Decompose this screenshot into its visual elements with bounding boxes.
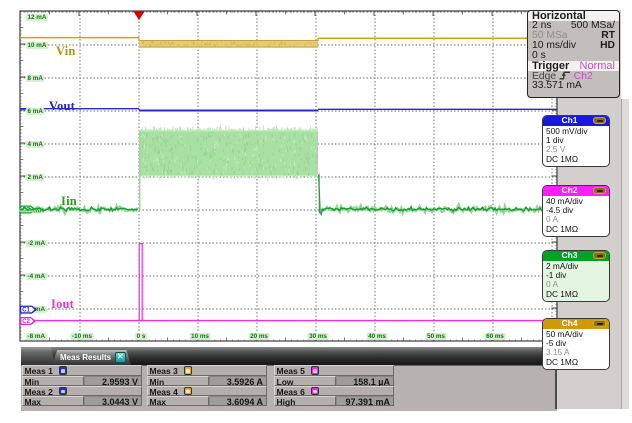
svg-text:0 mA: 0 mA bbox=[28, 208, 44, 215]
svg-text:C1: C1 bbox=[22, 307, 30, 313]
svg-text:C2: C2 bbox=[22, 319, 30, 325]
